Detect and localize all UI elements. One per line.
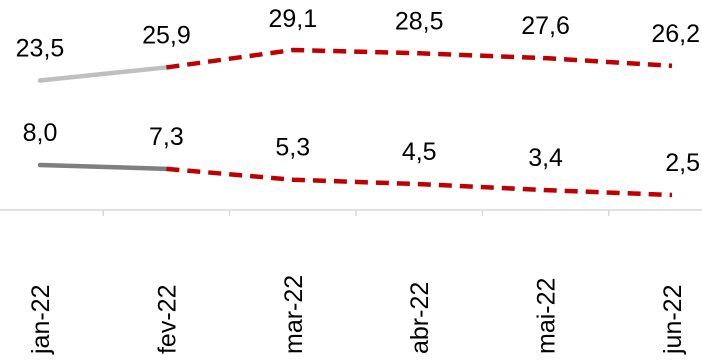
series-1-data-label: 29,1 <box>268 5 317 33</box>
series-1-data-label: 27,6 <box>521 12 570 40</box>
series-2-data-label: 4,5 <box>402 138 437 166</box>
series-1-data-label: 23,5 <box>16 35 65 63</box>
series-2-data-label: 8,0 <box>23 119 58 147</box>
x-tick-label: jan-22 <box>27 285 55 356</box>
x-tick-label: fev-22 <box>153 285 181 354</box>
series-1-projection-line <box>166 47 673 70</box>
series-1-data-label: 26,2 <box>651 20 700 48</box>
x-tick-label: jun-22 <box>659 285 687 356</box>
series-1-data-label: 28,5 <box>395 7 444 35</box>
series-1-data-label: 25,9 <box>142 21 191 49</box>
series-2-actual-line <box>37 162 169 172</box>
series-2-data-label: 7,3 <box>149 123 184 151</box>
series-2-data-label: 5,3 <box>275 134 310 162</box>
series-2-projection-line <box>166 166 673 198</box>
series-1-actual-line <box>37 65 169 83</box>
series-2-data-label: 2,5 <box>665 149 700 177</box>
x-tick-label: mar-22 <box>280 275 308 354</box>
x-tick-label: abr-22 <box>406 282 434 354</box>
x-tick-label: mai-22 <box>533 278 561 354</box>
series-2-data-label: 3,4 <box>528 144 563 172</box>
